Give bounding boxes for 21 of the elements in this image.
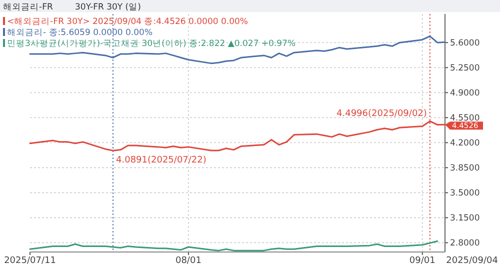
annotation: 4.0891(2025/07/22) — [116, 156, 206, 166]
y-tick-label: 4.2000 — [450, 138, 480, 149]
chart-subtitle: 30Y-FR 30Y (일) — [75, 2, 141, 12]
x-tick-label: 08/01 — [175, 256, 202, 265]
legend-label: 해외금리- 종:5.6059 0.0000 0.00% — [7, 28, 153, 38]
legend-label: <해외금리-FR 30Y> 2025/09/04 종:4.4526 0.0000 0.00% — [7, 17, 248, 27]
text: 2025/09/04 — [446, 256, 498, 265]
x-tick-label: 09/01 — [409, 256, 436, 265]
y-tick-label: 5.2500 — [450, 64, 480, 74]
y-tick-label: 5.6000 — [450, 38, 480, 49]
y-tick-label: 3.5000 — [450, 188, 480, 199]
y-tick-label: 2.8000 — [450, 238, 480, 249]
legend-label: 민평3사평균(시가평가)-국고채권 30년(이하) 종:2.822 ▲0.027 +0.97% — [7, 39, 296, 49]
x-tick-label: 2025/07/11 — [4, 256, 56, 265]
annotation: 4.4996(2025/09/02) — [336, 109, 427, 120]
chart-title: 해외금리-FR — [3, 2, 53, 12]
line-series — [29, 240, 438, 252]
y-tick-label: 3.1500 — [450, 214, 480, 224]
y-tick-label: 3.8500 — [450, 164, 480, 174]
header: 해외금리-FR 30Y-FR 30Y (일) — [0, 0, 500, 12]
y-tick-label: 4.9000 — [450, 88, 480, 99]
